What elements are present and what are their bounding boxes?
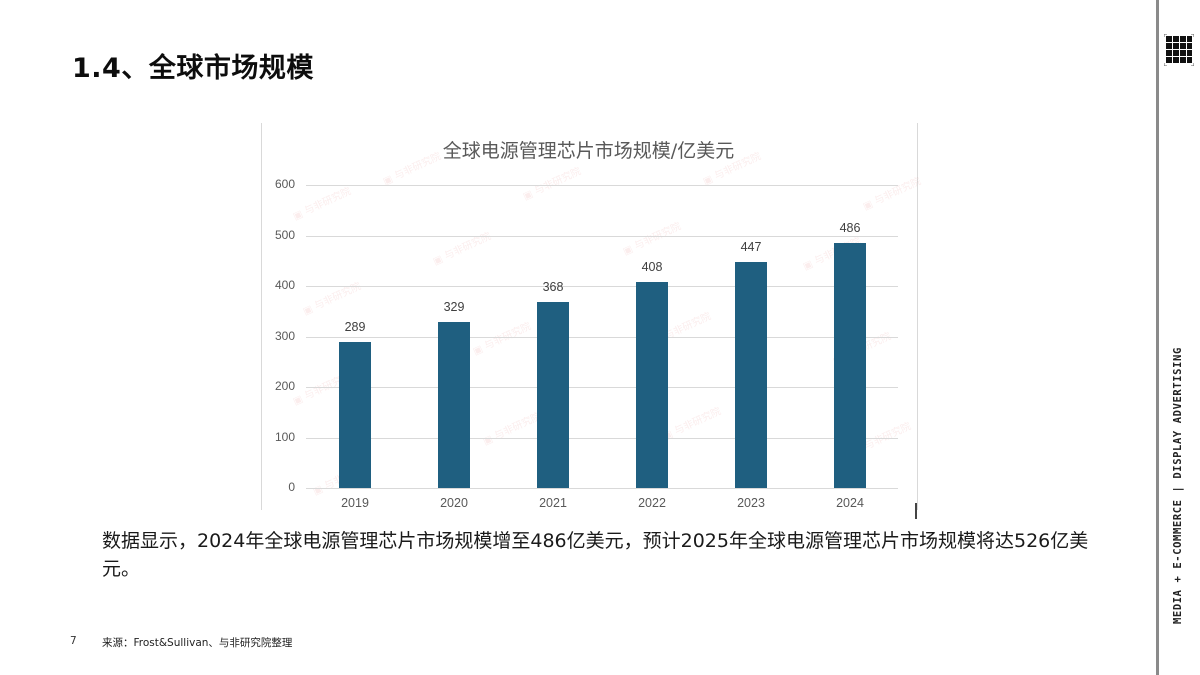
source-note: 来源：Frost&Sullivan、与非研究院整理 [102, 637, 293, 649]
gridline [306, 236, 898, 237]
body-paragraph: 数据显示，2024年全球电源管理芯片市场规模增至486亿美元，预计2025年全球… [102, 530, 1089, 580]
gridline [306, 286, 898, 287]
gridline [306, 337, 898, 338]
gridline [306, 185, 898, 186]
gridline [306, 488, 898, 489]
gridline [306, 438, 898, 439]
gridline [306, 387, 898, 388]
bar-2024 [834, 242, 866, 488]
y-axis-tick-label: 0 [288, 480, 295, 494]
chart-frame [261, 123, 918, 510]
x-axis-tick-label: 2024 [836, 496, 864, 510]
x-axis-tick-label: 2020 [440, 496, 468, 510]
chart-frame-marker [915, 503, 917, 519]
y-axis-tick-label: 500 [274, 228, 295, 242]
bar-value-label: 486 [839, 220, 861, 235]
bar-2021 [537, 302, 569, 488]
y-axis-tick-label: 200 [274, 379, 295, 393]
page-number: 7 [70, 635, 77, 647]
side-tagline: MEDIA + E-COMMERCE | DISPLAY ADVERTISING [1172, 347, 1184, 624]
bar-2020 [438, 321, 470, 488]
y-axis-tick-label: 600 [274, 177, 295, 191]
bar-value-label: 447 [740, 240, 762, 255]
x-axis-tick-label: 2019 [341, 496, 369, 510]
x-axis-tick-label: 2021 [539, 496, 567, 510]
bar-value-label: 289 [344, 320, 366, 335]
bar-2022 [636, 281, 668, 488]
x-axis-tick-label: 2023 [737, 496, 765, 510]
grid-logo-icon [1164, 34, 1194, 66]
right-divider [1156, 0, 1159, 675]
bar-value-label: 329 [443, 299, 465, 314]
x-axis-tick-label: 2022 [638, 496, 666, 510]
bar-value-label: 368 [542, 280, 564, 295]
y-axis-tick-label: 400 [274, 278, 295, 292]
y-axis-tick-label: 300 [274, 329, 295, 343]
bar-2019 [339, 342, 371, 488]
bar-2023 [735, 262, 767, 488]
y-axis-tick-label: 100 [274, 430, 295, 444]
bar-value-label: 408 [641, 259, 663, 274]
page-title: 1.4、全球市场规模 [72, 53, 314, 84]
